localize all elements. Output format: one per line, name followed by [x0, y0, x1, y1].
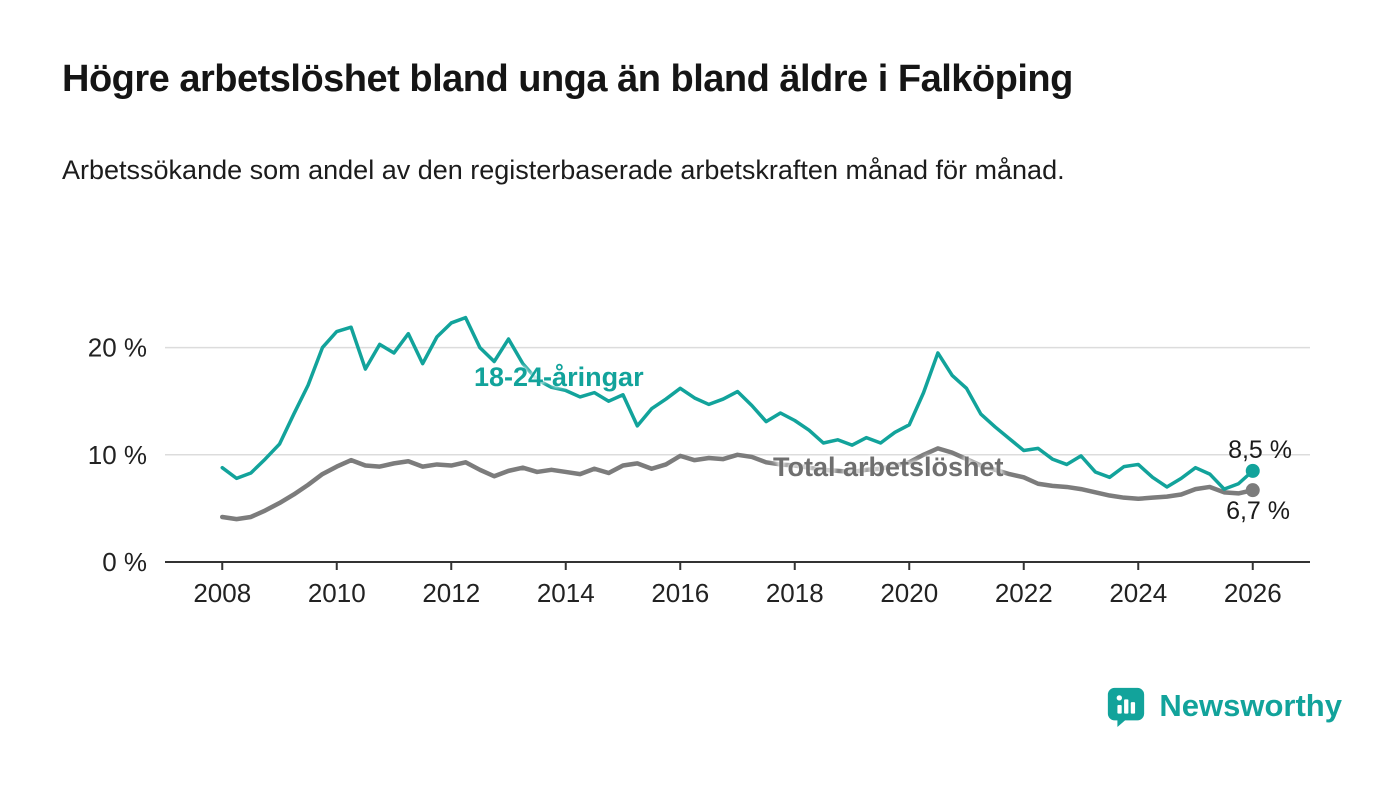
end-dot-total	[1245, 483, 1260, 498]
series-label-youth: 18-24-åringar	[474, 362, 644, 392]
series-line-total	[220, 446, 1255, 522]
newsworthy-icon	[1108, 687, 1145, 727]
x-tick-label: 2022	[995, 578, 1053, 608]
x-tick-label: 2026	[1224, 578, 1282, 608]
y-tick-label: 20 %	[88, 333, 147, 363]
value-label-youth: 8,5 %	[1228, 436, 1292, 464]
x-tick-label: 2016	[651, 578, 709, 608]
y-tick-label: 0 %	[102, 547, 147, 577]
newsworthy-wordmark: Newsworthy	[1159, 688, 1342, 723]
end-dot-youth	[1245, 463, 1260, 478]
x-tick-label: 2012	[422, 578, 480, 608]
x-tick-label: 2014	[537, 578, 595, 608]
x-tick-label: 2008	[193, 578, 251, 608]
value-label-total: 6,7 %	[1226, 497, 1290, 525]
page-title: Högre arbetslöshet bland unga än bland ä…	[62, 58, 1073, 100]
series-label-total: Total arbetslöshet	[773, 452, 1004, 482]
chart-subtitle: Arbetssökande som andel av den registerb…	[62, 155, 1065, 185]
series-line-youth	[220, 315, 1255, 491]
newsworthy-logo: Newsworthy	[1105, 684, 1342, 728]
x-tick-label: 2024	[1109, 578, 1167, 608]
y-tick-label: 10 %	[88, 440, 147, 470]
x-tick-label: 2010	[308, 578, 366, 608]
x-tick-label: 2018	[766, 578, 824, 608]
x-tick-label: 2020	[880, 578, 938, 608]
